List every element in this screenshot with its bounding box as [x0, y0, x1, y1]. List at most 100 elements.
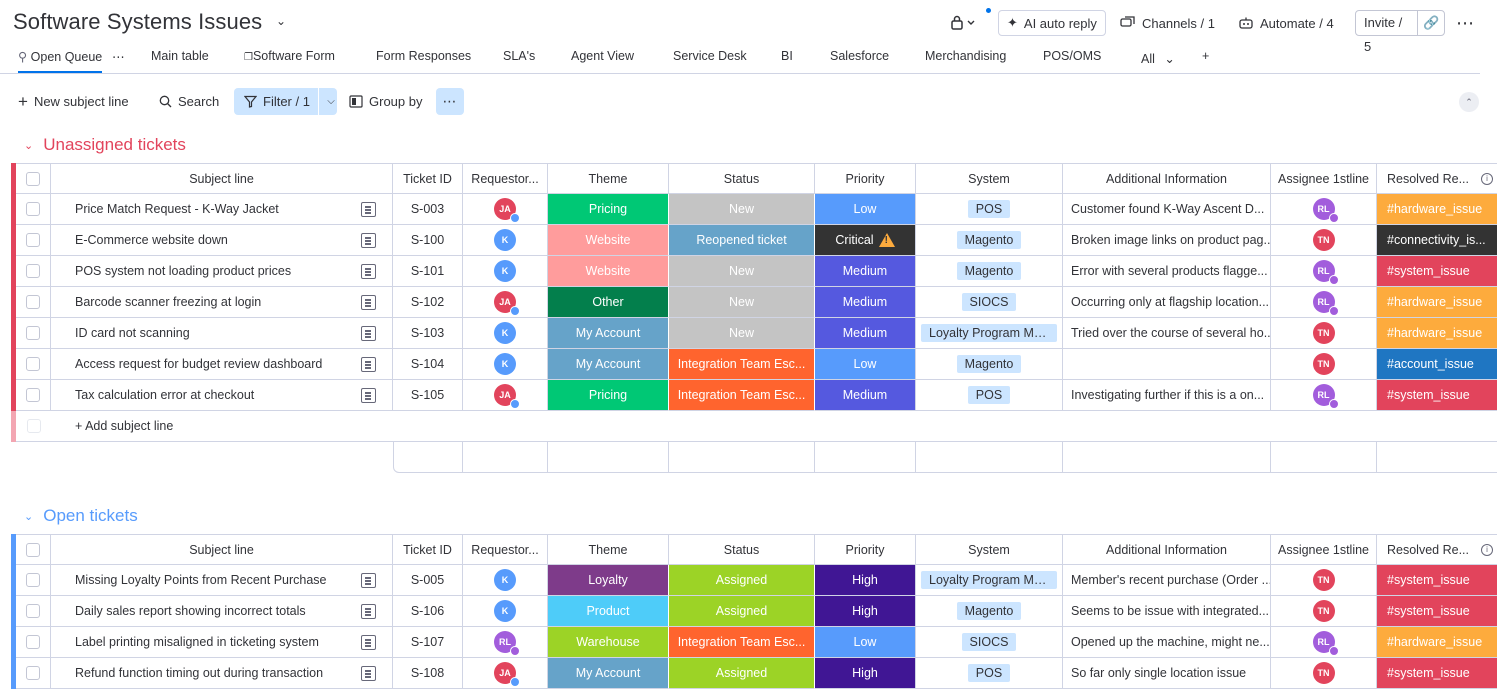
- ticket-id-cell[interactable]: S-003: [393, 194, 463, 225]
- info-icon[interactable]: i: [1480, 172, 1493, 185]
- ticket-id-cell[interactable]: S-106: [393, 596, 463, 627]
- column-header-additional-info[interactable]: Additional Information: [1063, 163, 1271, 194]
- additional-info-cell[interactable]: Opened up the machine, might ne...: [1063, 627, 1271, 658]
- subject-cell[interactable]: Barcode scanner freezing at login: [51, 287, 393, 318]
- requestor-cell[interactable]: RL: [463, 627, 548, 658]
- priority-cell[interactable]: Medium: [815, 380, 916, 411]
- column-header-resolved[interactable]: Resolved Re... i: [1377, 163, 1497, 194]
- select-all-checkbox[interactable]: [16, 163, 51, 194]
- assignee-cell[interactable]: RL: [1271, 256, 1377, 287]
- resolved-reason-cell[interactable]: #connectivity_is...: [1377, 225, 1497, 256]
- status-cell[interactable]: Reopened ticket: [669, 225, 815, 256]
- ticket-id-cell[interactable]: S-108: [393, 658, 463, 689]
- row-checkbox[interactable]: [16, 287, 51, 318]
- assignee-cell[interactable]: RL: [1271, 287, 1377, 318]
- table-row[interactable]: Price Match Request - K-Way Jacket S-003…: [11, 194, 1497, 225]
- tab-merchandising[interactable]: Merchandising: [925, 49, 1007, 63]
- table-row[interactable]: POS system not loading product prices S-…: [11, 256, 1497, 287]
- ai-auto-reply-button[interactable]: ✦ AI auto reply: [998, 10, 1106, 36]
- requestor-cell[interactable]: K: [463, 256, 548, 287]
- table-row[interactable]: ID card not scanning S-103 K My Account …: [11, 318, 1497, 349]
- column-header-assignee[interactable]: Assignee 1stline: [1271, 163, 1377, 194]
- item-updates-icon[interactable]: [361, 202, 376, 217]
- theme-cell[interactable]: My Account: [548, 318, 669, 349]
- system-cell[interactable]: POS: [916, 658, 1063, 689]
- additional-info-cell[interactable]: Seems to be issue with integrated...: [1063, 596, 1271, 627]
- ticket-id-cell[interactable]: S-100: [393, 225, 463, 256]
- row-checkbox[interactable]: [16, 225, 51, 256]
- status-cell[interactable]: New: [669, 256, 815, 287]
- table-row[interactable]: Refund function timing out during transa…: [11, 658, 1497, 689]
- chevron-down-icon[interactable]: ⌄: [276, 14, 287, 28]
- row-checkbox[interactable]: [16, 658, 51, 689]
- additional-info-cell[interactable]: Member's recent purchase (Order ...: [1063, 565, 1271, 596]
- theme-cell[interactable]: Product: [548, 596, 669, 627]
- table-row[interactable]: E-Commerce website down S-100 K Website …: [11, 225, 1497, 256]
- assignee-cell[interactable]: RL: [1271, 194, 1377, 225]
- column-header-subject[interactable]: Subject line: [51, 534, 393, 565]
- item-updates-icon[interactable]: [361, 604, 376, 619]
- assignee-cell[interactable]: TN: [1271, 349, 1377, 380]
- requestor-cell[interactable]: JA: [463, 658, 548, 689]
- new-item-button[interactable]: + New subject line: [18, 88, 129, 115]
- system-cell[interactable]: Magento: [916, 256, 1063, 287]
- item-updates-icon[interactable]: [361, 635, 376, 650]
- select-all-checkbox[interactable]: [16, 534, 51, 565]
- ticket-id-cell[interactable]: S-107: [393, 627, 463, 658]
- subject-cell[interactable]: Price Match Request - K-Way Jacket: [51, 194, 393, 225]
- column-header-requestor[interactable]: Requestor...: [463, 163, 548, 194]
- link-icon[interactable]: 🔗: [1423, 15, 1440, 30]
- theme-cell[interactable]: My Account: [548, 349, 669, 380]
- system-cell[interactable]: Loyalty Program Man...: [916, 565, 1063, 596]
- status-cell[interactable]: Assigned: [669, 596, 815, 627]
- priority-cell[interactable]: Critical: [815, 225, 916, 256]
- priority-cell[interactable]: Low: [815, 194, 916, 225]
- additional-info-cell[interactable]: Broken image links on product pag...: [1063, 225, 1271, 256]
- status-cell[interactable]: New: [669, 194, 815, 225]
- column-header-resolved[interactable]: Resolved Re... i: [1377, 534, 1497, 565]
- status-cell[interactable]: Assigned: [669, 658, 815, 689]
- additional-info-cell[interactable]: [1063, 349, 1271, 380]
- ticket-id-cell[interactable]: S-101: [393, 256, 463, 287]
- tab-pos-oms[interactable]: POS/OMS: [1043, 49, 1102, 63]
- requestor-cell[interactable]: JA: [463, 287, 548, 318]
- column-header-system[interactable]: System: [916, 163, 1063, 194]
- item-updates-icon[interactable]: [361, 264, 376, 279]
- system-cell[interactable]: Magento: [916, 596, 1063, 627]
- column-header-assignee[interactable]: Assignee 1stline: [1271, 534, 1377, 565]
- add-view-button[interactable]: +: [1202, 49, 1210, 63]
- assignee-cell[interactable]: TN: [1271, 318, 1377, 349]
- column-header-theme[interactable]: Theme: [548, 163, 669, 194]
- chevron-up-icon[interactable]: ⌃: [1459, 92, 1479, 112]
- tab-bi[interactable]: BI: [781, 49, 793, 63]
- table-row[interactable]: Tax calculation error at checkout S-105 …: [11, 380, 1497, 411]
- tab-form-responses[interactable]: Form Responses: [376, 49, 472, 63]
- column-header-ticket-id[interactable]: Ticket ID: [393, 163, 463, 194]
- theme-cell[interactable]: Pricing: [548, 380, 669, 411]
- system-cell[interactable]: POS: [916, 194, 1063, 225]
- priority-cell[interactable]: Medium: [815, 318, 916, 349]
- status-cell[interactable]: Assigned: [669, 565, 815, 596]
- status-cell[interactable]: New: [669, 287, 815, 318]
- column-header-status[interactable]: Status: [669, 163, 815, 194]
- row-checkbox[interactable]: [16, 596, 51, 627]
- assignee-cell[interactable]: TN: [1271, 596, 1377, 627]
- resolved-reason-cell[interactable]: #hardware_issue: [1377, 194, 1497, 225]
- requestor-cell[interactable]: JA: [463, 194, 548, 225]
- requestor-cell[interactable]: K: [463, 565, 548, 596]
- ticket-id-cell[interactable]: S-105: [393, 380, 463, 411]
- resolved-reason-cell[interactable]: #system_issue: [1377, 256, 1497, 287]
- additional-info-cell[interactable]: So far only single location issue: [1063, 658, 1271, 689]
- ticket-id-cell[interactable]: S-103: [393, 318, 463, 349]
- assignee-cell[interactable]: TN: [1271, 565, 1377, 596]
- resolved-reason-cell[interactable]: #account_issue: [1377, 349, 1497, 380]
- more-options-icon[interactable]: ⋯: [1456, 12, 1475, 33]
- subject-cell[interactable]: Missing Loyalty Points from Recent Purch…: [51, 565, 393, 596]
- additional-info-cell[interactable]: Tried over the course of several ho...: [1063, 318, 1271, 349]
- invite-button[interactable]: Invite / 5 🔗: [1355, 10, 1445, 54]
- resolved-reason-cell[interactable]: #hardware_issue: [1377, 287, 1497, 318]
- column-header-ticket-id[interactable]: Ticket ID: [393, 534, 463, 565]
- priority-cell[interactable]: Low: [815, 349, 916, 380]
- resolved-reason-cell[interactable]: #system_issue: [1377, 658, 1497, 689]
- system-cell[interactable]: Magento: [916, 225, 1063, 256]
